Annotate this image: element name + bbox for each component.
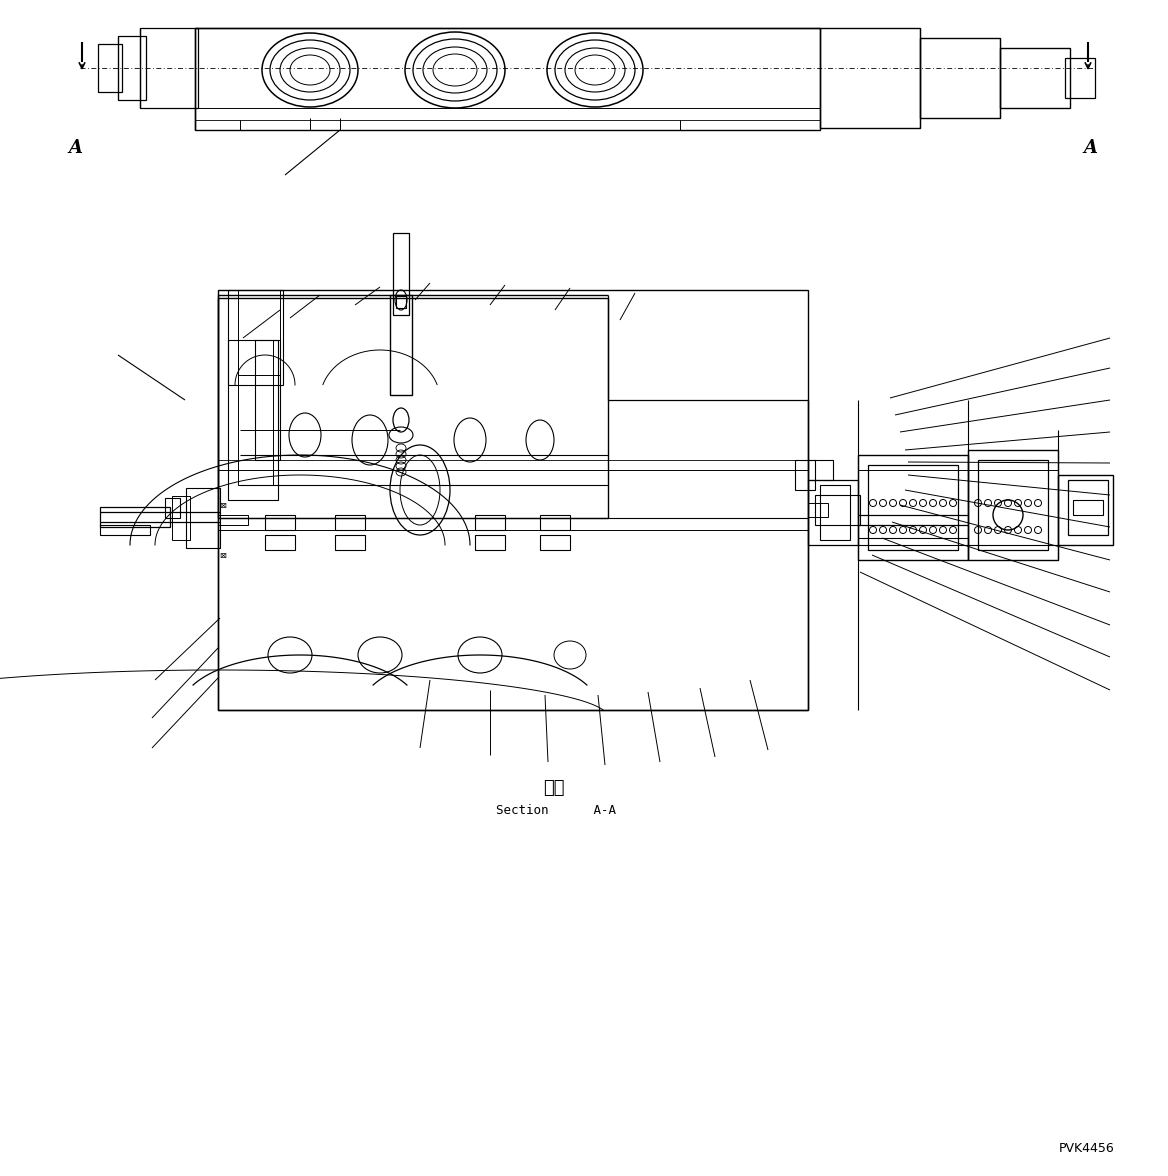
Bar (100, 507, 171, 527)
Bar (165, 497, 180, 517)
Text: A: A (68, 139, 82, 158)
Bar (335, 535, 364, 550)
Bar (238, 340, 273, 485)
Bar (100, 524, 150, 535)
Bar (195, 28, 820, 131)
Bar (815, 495, 860, 524)
Bar (218, 515, 248, 524)
Bar (808, 480, 858, 544)
Bar (920, 38, 1000, 118)
Bar (118, 36, 146, 100)
Bar (858, 455, 968, 560)
Bar (265, 515, 296, 530)
Bar (218, 290, 808, 710)
Text: A: A (1083, 139, 1097, 158)
Bar (475, 535, 505, 550)
Bar (172, 496, 190, 540)
Bar (540, 535, 570, 550)
Bar (808, 460, 833, 480)
Bar (808, 503, 828, 517)
Bar (1065, 58, 1094, 98)
Bar (186, 488, 220, 548)
Bar (335, 515, 364, 530)
Bar (968, 450, 1058, 560)
Bar (540, 515, 570, 530)
Bar (868, 465, 958, 550)
Bar (820, 28, 920, 128)
Text: 断面: 断面 (543, 779, 565, 797)
Bar (1068, 480, 1108, 535)
Bar (140, 28, 199, 108)
Bar (820, 485, 850, 540)
Bar (390, 295, 412, 395)
Bar (475, 515, 505, 530)
Bar (265, 535, 296, 550)
Bar (1000, 48, 1070, 108)
Text: ⊠: ⊠ (220, 550, 227, 560)
Bar (396, 296, 406, 308)
Bar (238, 290, 280, 375)
Bar (392, 233, 409, 315)
Bar (98, 44, 121, 92)
Text: ⊠: ⊠ (220, 501, 227, 509)
Bar (228, 290, 283, 385)
Bar (978, 460, 1048, 550)
Bar (218, 298, 609, 517)
Bar (255, 340, 280, 460)
Bar (1073, 500, 1103, 515)
Bar (228, 340, 278, 500)
Text: Section      A-A: Section A-A (496, 803, 616, 816)
Text: PVK4456: PVK4456 (1059, 1142, 1115, 1155)
Bar (1058, 475, 1113, 544)
Bar (795, 460, 815, 490)
